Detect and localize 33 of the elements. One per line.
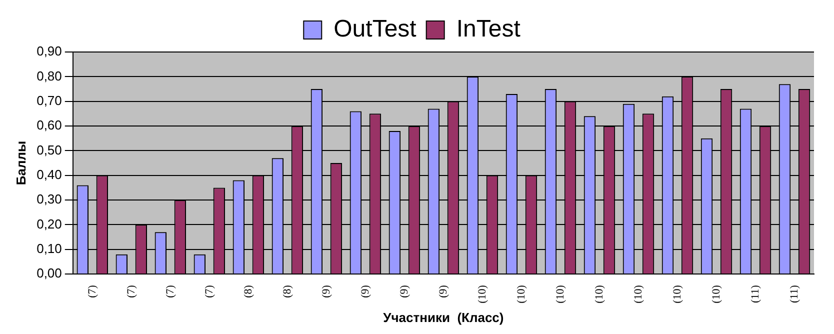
y-tick-label: 0,80 bbox=[36, 68, 62, 84]
y-tick-label: 0,10 bbox=[36, 240, 62, 256]
x-tick-label: (7) bbox=[125, 284, 138, 298]
y-tick-label: 0,70 bbox=[36, 92, 62, 108]
x-tick-label: (10) bbox=[554, 284, 566, 304]
y-tick-label: 0,00 bbox=[36, 266, 62, 281]
x-axis-title: Участники (Класс) bbox=[383, 310, 504, 325]
x-tick-label: (10) bbox=[632, 284, 644, 304]
y-tick-label: 0,30 bbox=[36, 192, 62, 207]
x-tick-label: (7) bbox=[203, 284, 216, 298]
x-tick-label: (9) bbox=[320, 284, 332, 298]
legend-label: InTest bbox=[456, 16, 521, 43]
x-tick-label: (9) bbox=[359, 284, 372, 298]
y-tick-label: 0,50 bbox=[36, 142, 62, 158]
x-tick-label: (9) bbox=[437, 284, 450, 298]
x-tick-label: (7) bbox=[86, 284, 98, 298]
y-tick-label: 0,90 bbox=[36, 44, 62, 59]
x-tick-label: (9) bbox=[398, 284, 410, 298]
x-tick-label: (10) bbox=[593, 284, 606, 304]
x-tick-label: (10) bbox=[671, 284, 684, 304]
legend-label: OutTest bbox=[334, 16, 417, 43]
y-tick-label: 0,60 bbox=[36, 118, 62, 133]
x-tick-label: (8) bbox=[242, 284, 254, 298]
x-tick-label: (10) bbox=[710, 284, 722, 304]
x-tick-label: (10) bbox=[476, 284, 488, 304]
y-tick-label: 0,40 bbox=[36, 166, 62, 182]
x-tick-label: (8) bbox=[281, 284, 294, 298]
x-tick-label: (11) bbox=[788, 284, 800, 303]
x-tick-label: (11) bbox=[749, 284, 762, 303]
y-axis-title: Баллы bbox=[13, 140, 28, 186]
x-tick-label: (7) bbox=[164, 284, 176, 298]
x-tick-label: (10) bbox=[515, 284, 528, 304]
y-tick-label: 0,20 bbox=[36, 216, 62, 232]
